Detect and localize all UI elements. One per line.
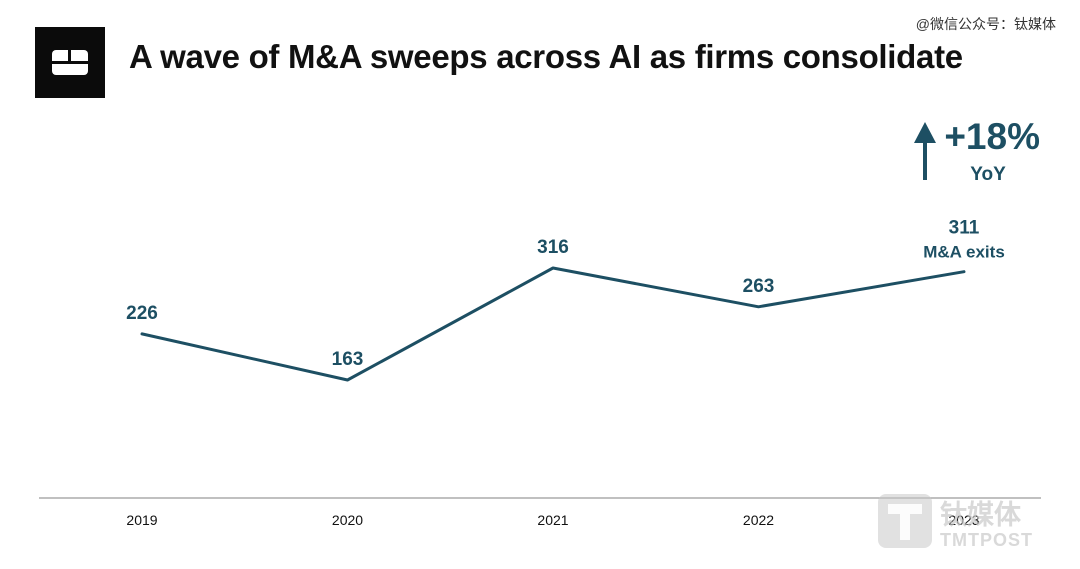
x-tick-label: 2022 (743, 512, 774, 528)
last-value-caption: M&A exits (923, 243, 1005, 262)
x-tick-label: 2021 (537, 512, 568, 528)
yoy-change-value: +18% (944, 116, 1040, 157)
data-label: 263 (743, 276, 775, 297)
tmtpost-watermark-logo: 钛媒体 TMTPOST (878, 494, 1033, 550)
yoy-change-unit: YoY (970, 164, 1006, 185)
data-label: 226 (126, 303, 158, 324)
brand-logo-icon (35, 27, 105, 98)
watermark-brand-en: TMTPOST (940, 530, 1033, 550)
series-line (140, 266, 966, 382)
x-tick-label: 2023 (948, 512, 979, 528)
up-arrow-icon (914, 122, 936, 180)
chart-title: A wave of M&A sweeps across AI as firms … (129, 38, 963, 75)
data-label: 163 (332, 349, 364, 370)
watermark-text: @微信公众号：钛媒体 (915, 16, 1056, 32)
x-tick-label: 2020 (332, 512, 363, 528)
data-label: 316 (537, 237, 569, 258)
watermark-brand-cn: 钛媒体 (940, 499, 1022, 531)
x-tick-label: 2019 (126, 512, 157, 528)
data-label: 311 (949, 218, 980, 239)
